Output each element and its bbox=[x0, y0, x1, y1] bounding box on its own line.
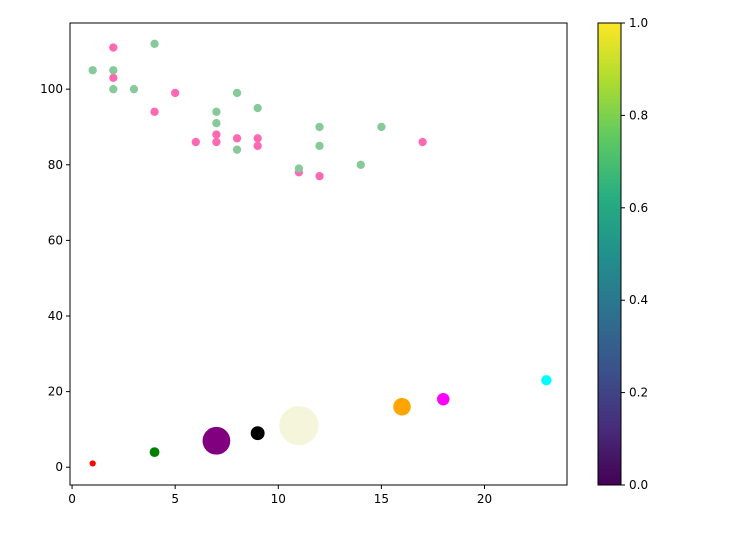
data-point-s1-9 bbox=[253, 103, 262, 113]
y-axis: 0 20 40 60 80 100 bbox=[40, 82, 70, 474]
y-tick-label: 80 bbox=[48, 158, 63, 172]
colorbar-tick-label: 0.2 bbox=[629, 386, 648, 400]
colorbar-tick-label: 0.4 bbox=[629, 293, 648, 307]
data-point-s1-1 bbox=[109, 66, 118, 75]
data-point-s0-3 bbox=[171, 88, 180, 98]
data-point-s2-4 bbox=[279, 406, 319, 446]
data-point-s0-4 bbox=[191, 137, 200, 147]
data-point-s1-5 bbox=[212, 107, 221, 117]
data-point-s0-0 bbox=[109, 43, 118, 52]
x-tick-label: 0 bbox=[68, 492, 76, 506]
data-point-s1-2 bbox=[109, 84, 118, 94]
data-point-s2-3 bbox=[250, 426, 265, 441]
y-tick-label: 0 bbox=[55, 460, 63, 474]
colorbar-axis: 0.0 0.2 0.4 0.6 0.8 1.0 bbox=[621, 16, 648, 492]
data-point-s0-2 bbox=[150, 107, 159, 117]
data-point-s2-7 bbox=[541, 375, 552, 386]
data-point-s2-2 bbox=[202, 426, 231, 455]
y-tick-label: 40 bbox=[48, 309, 63, 323]
data-point-s2-0 bbox=[89, 460, 96, 467]
x-tick-label: 15 bbox=[374, 492, 389, 506]
data-point-s0-8 bbox=[253, 134, 262, 143]
data-point-s1-11 bbox=[315, 122, 324, 132]
x-tick-label: 10 bbox=[271, 492, 286, 506]
data-point-s2-5 bbox=[393, 397, 411, 416]
data-point-s0-11 bbox=[315, 171, 324, 181]
data-point-s1-6 bbox=[212, 119, 221, 128]
data-point-s0-6 bbox=[212, 137, 221, 147]
colorbar-tick-label: 0.0 bbox=[629, 478, 648, 492]
data-point-s0-7 bbox=[232, 134, 242, 143]
data-point-s0-1 bbox=[109, 73, 118, 82]
scatter-points bbox=[88, 39, 552, 467]
x-tick-label: 20 bbox=[477, 492, 492, 506]
colorbar-tick-label: 0.6 bbox=[629, 201, 648, 215]
colorbar bbox=[597, 22, 622, 486]
x-tick-label: 5 bbox=[171, 492, 179, 506]
data-point-s1-14 bbox=[377, 122, 386, 132]
data-point-s1-10 bbox=[294, 164, 304, 173]
y-tick-label: 100 bbox=[40, 82, 63, 96]
colorbar-tick-label: 0.8 bbox=[629, 108, 648, 122]
data-point-s1-0 bbox=[88, 66, 97, 75]
data-point-s1-7 bbox=[232, 88, 242, 98]
data-point-s1-4 bbox=[150, 39, 159, 48]
x-axis: 0 5 10 15 20 bbox=[68, 485, 492, 506]
colorbar-tick-label: 1.0 bbox=[629, 16, 648, 30]
data-point-s2-6 bbox=[437, 392, 450, 406]
data-point-s1-3 bbox=[129, 84, 139, 94]
data-point-s1-13 bbox=[356, 160, 365, 169]
data-point-s0-12 bbox=[418, 137, 427, 147]
y-tick-label: 20 bbox=[48, 385, 63, 399]
data-point-s1-8 bbox=[232, 145, 242, 154]
data-point-s0-5 bbox=[212, 130, 221, 139]
data-point-s2-1 bbox=[149, 447, 160, 458]
data-point-s0-9 bbox=[253, 141, 262, 151]
plot-frame bbox=[69, 22, 568, 486]
y-tick-label: 60 bbox=[48, 233, 63, 247]
data-point-s1-12 bbox=[315, 141, 324, 151]
